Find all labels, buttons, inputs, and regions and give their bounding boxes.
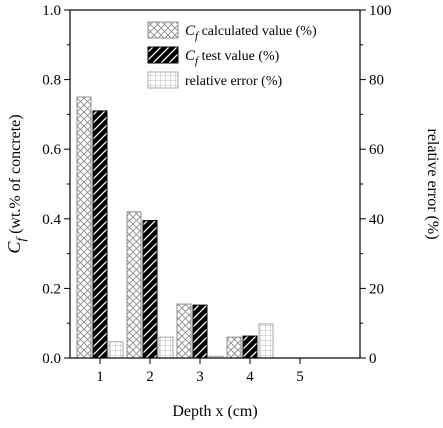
bar-series1-depth-1 (76, 96, 92, 359)
y-tick-label: 0.2 (42, 281, 61, 297)
bar-series2-depth-1 (92, 110, 108, 359)
legend-swatch-series3 (147, 71, 179, 89)
y-axis-title-symbol: C (4, 241, 24, 254)
bar-series1-depth-3 (176, 303, 192, 359)
bar-series2-depth-4 (242, 335, 258, 359)
y-tick-label: 0.8 (42, 73, 61, 89)
legend-label-series2: Cf test value (%) (185, 48, 280, 67)
y2-tick-label: 0 (369, 351, 377, 367)
legend-label-series1: Cf calculated value (%) (185, 23, 317, 42)
legend: Cf calculated value (%) Cf test value (%)… (147, 21, 317, 89)
bar-series1-depth-4 (226, 336, 242, 359)
ticks-layer: 1 2 3 4 5 0.0 0.2 0.4 0.6 0.8 1.0 0 20 40 60 80 100 (42, 3, 391, 385)
legend-swatch-series2 (147, 46, 179, 64)
bar-series3-depth-1 (108, 341, 124, 359)
y-tick-label: 1.0 (42, 3, 61, 19)
x-tick-label: 2 (146, 369, 154, 385)
y2-axis-title: relative error (%) (424, 128, 441, 239)
y-tick-label: 0.4 (42, 212, 61, 228)
y-axis-title: Cf (wt.% of concrete) (4, 114, 28, 253)
bar-series1-depth-2 (126, 211, 142, 359)
x-axis-title: Depth x (cm) (172, 403, 257, 420)
bar-series3-depth-4 (258, 323, 274, 359)
bar-series3-depth-2 (158, 336, 174, 359)
x-tick-label: 1 (96, 369, 104, 385)
y-axis-title-subscript: f (13, 236, 28, 242)
y-tick-label: 0.6 (42, 142, 61, 158)
y2-tick-label: 100 (369, 3, 392, 19)
legend-swatch-series1 (147, 21, 179, 39)
y2-tick-label: 20 (369, 281, 384, 297)
x-tick-label: 5 (296, 369, 304, 385)
x-tick-label: 3 (196, 369, 204, 385)
bars-layer (76, 96, 274, 359)
y2-tick-label: 40 (369, 212, 384, 228)
plot-area-frame (69, 9, 361, 359)
x-tick-label: 4 (246, 369, 254, 385)
legend-label-series3: relative error (%) (185, 74, 282, 89)
y2-tick-label: 80 (369, 73, 384, 89)
bar-series2-depth-3 (192, 304, 208, 359)
y-tick-label: 0.0 (42, 351, 61, 367)
bar-series2-depth-2 (142, 220, 158, 359)
y2-tick-label: 60 (369, 142, 384, 158)
y-axis-title-rest: (wt.% of concrete) (7, 114, 24, 238)
